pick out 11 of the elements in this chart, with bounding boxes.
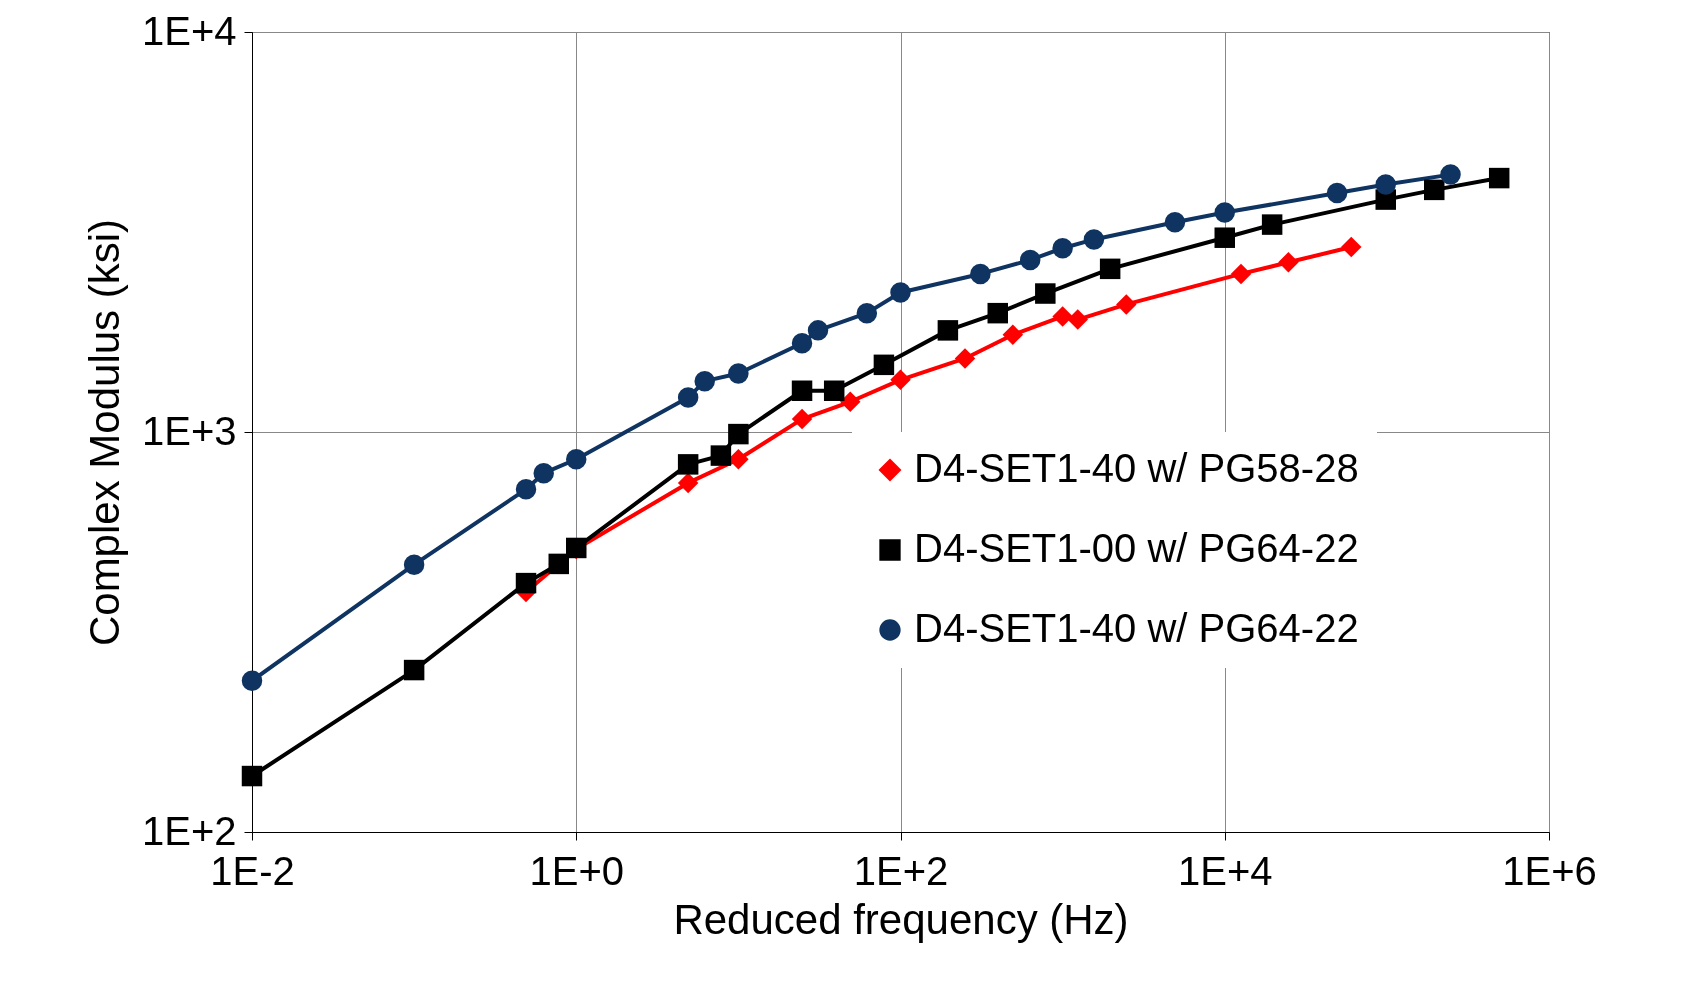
x-tick-label: 1E+0 bbox=[529, 848, 625, 893]
x-tick-label: 1E+6 bbox=[1502, 848, 1597, 893]
y-tick-label: 1E+3 bbox=[141, 408, 237, 453]
y-tick-label: 1E+4 bbox=[141, 8, 237, 53]
x-tick-label: 1E+2 bbox=[853, 848, 949, 893]
y-axis-title: Complex Modulus (ksi) bbox=[80, 218, 128, 647]
legend-label: D4-SET1-00 w/ PG64-22 bbox=[914, 526, 1359, 570]
x-axis-title: Reduced frequency (Hz) bbox=[673, 895, 1129, 943]
x-tick-label: 1E+4 bbox=[1177, 848, 1273, 893]
legend-label: D4-SET1-40 w/ PG64-22 bbox=[914, 606, 1359, 650]
legend-label: D4-SET1-40 w/ PG58-28 bbox=[914, 446, 1359, 490]
